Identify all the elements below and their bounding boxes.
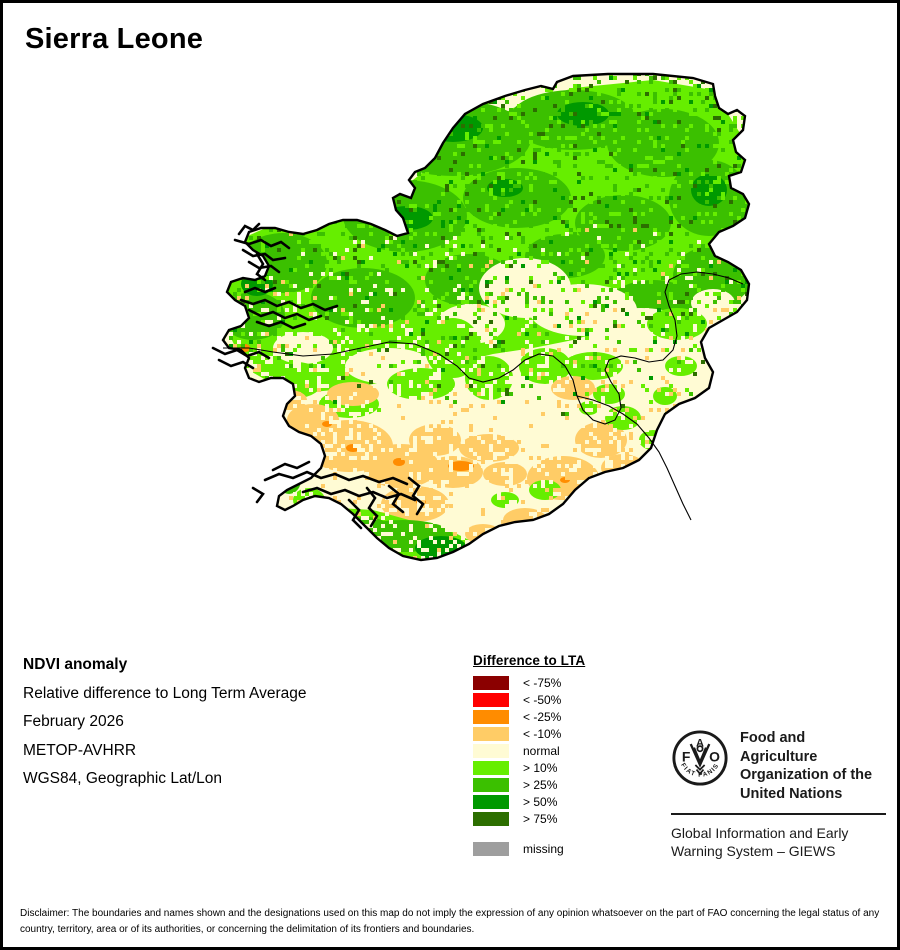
fao-organization-name: Food and Agriculture Organization of the… <box>740 729 886 803</box>
info-line-sensor: METOP-AVHRR <box>23 741 137 759</box>
legend-label-gt-25: > 25% <box>523 777 558 792</box>
page-title: Sierra Leone <box>25 23 204 55</box>
legend-swatch-gt-50 <box>473 794 509 809</box>
fao-logo-icon: F A O FIAT PANIS <box>672 730 728 786</box>
legend-label-lt-25: < -25% <box>523 709 562 724</box>
legend-swatch-missing <box>473 841 509 856</box>
province-boundaries <box>223 271 744 521</box>
svg-text:O: O <box>709 748 720 764</box>
sierra-leone-ndvi-map <box>211 72 751 562</box>
svg-text:F: F <box>682 748 691 764</box>
legend-row-lt-50: < -50% <box>473 691 653 708</box>
giews-line-1: Global Information and Early <box>671 825 849 842</box>
country-outline <box>221 72 751 562</box>
legend-swatch-gt-25 <box>473 777 509 792</box>
legend-label-lt-50: < -50% <box>523 692 562 707</box>
info-line-period: February 2026 <box>23 713 124 730</box>
giews-line-2: Warning System – GIEWS <box>671 843 836 860</box>
legend: Difference to LTA < -75% < -50% < -25% <… <box>473 653 653 857</box>
legend-row-normal: normal <box>473 742 653 759</box>
fao-branding-block: F A O FIAT PANIS Food and Agriculture Or… <box>671 729 886 861</box>
map-raster-layer <box>223 74 749 560</box>
legend-swatch-normal <box>473 743 509 758</box>
legend-swatch-gt-10 <box>473 760 509 775</box>
legend-title: Difference to LTA <box>473 653 586 668</box>
giews-system-name: Global Information and Early Warning Sys… <box>671 824 886 860</box>
fao-org-line-2: Organization of the <box>740 767 873 784</box>
legend-label-lt-10: < -10% <box>523 726 562 741</box>
map-canvas[interactable] <box>153 48 753 628</box>
legend-row-gt-10: > 10% <box>473 759 653 776</box>
legend-row-gt-25: > 25% <box>473 776 653 793</box>
disclaimer-text: Disclaimer: The boundaries and names sho… <box>20 908 880 935</box>
fao-header: F A O FIAT PANIS Food and Agriculture Or… <box>671 729 886 803</box>
legend-spacer <box>473 827 653 840</box>
info-line-relative-difference: Relative difference to Long Term Average <box>23 684 307 702</box>
fao-divider <box>671 813 886 816</box>
legend-swatch-gt-75 <box>473 811 509 826</box>
legend-label-normal: normal <box>523 743 560 758</box>
info-line-ndvi-anomaly: NDVI anomaly <box>23 656 128 673</box>
legend-label-gt-50: > 50% <box>523 794 558 809</box>
legend-swatch-lt-10 <box>473 726 509 741</box>
legend-row-lt-75: < -75% <box>473 674 653 691</box>
info-line-projection: WGS84, Geographic Lat/Lon <box>23 770 223 787</box>
water-bodies <box>211 222 425 530</box>
legend-label-lt-75: < -75% <box>523 675 562 690</box>
map-info-block: NDVI anomaly Relative difference to Long… <box>23 657 443 800</box>
legend-row-gt-50: > 50% <box>473 793 653 810</box>
legend-label-gt-75: > 75% <box>523 811 558 826</box>
legend-label-missing: missing <box>523 841 564 856</box>
legend-swatch-lt-25 <box>473 709 509 724</box>
fao-org-line-3: United Nations <box>740 785 843 802</box>
legend-row-lt-25: < -25% <box>473 708 653 725</box>
legend-row-gt-75: > 75% <box>473 810 653 827</box>
fao-org-line-1: Food and Agriculture <box>740 730 818 765</box>
legend-swatch-lt-50 <box>473 692 509 707</box>
legend-row-missing: missing <box>473 840 653 857</box>
legend-row-lt-10: < -10% <box>473 725 653 742</box>
svg-text:A: A <box>696 737 704 749</box>
legend-swatch-lt-75 <box>473 675 509 690</box>
legend-label-gt-10: > 10% <box>523 760 558 775</box>
